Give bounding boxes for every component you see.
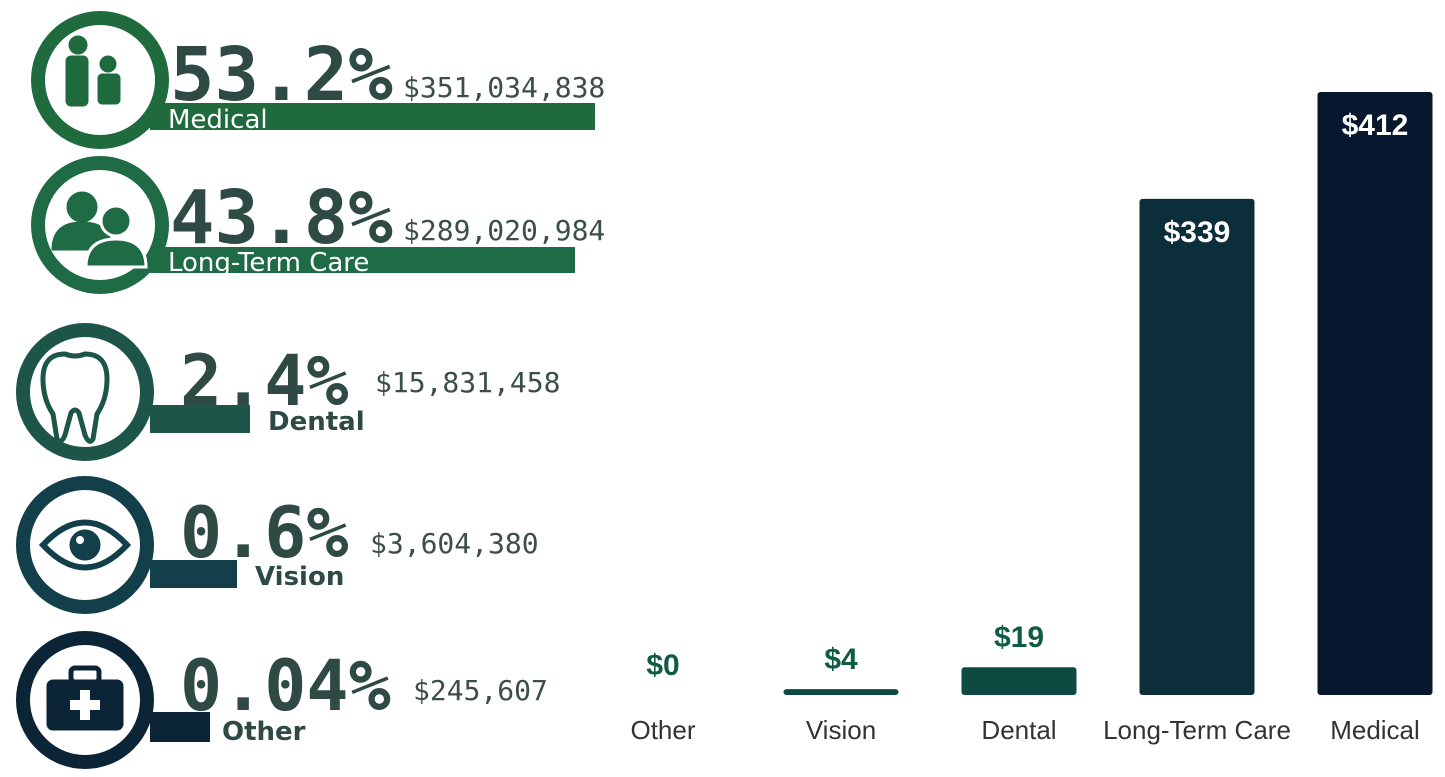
x-tick-label: Other [630,715,695,745]
value-label: $339 [1164,216,1231,249]
icon-part [65,55,89,107]
icon [51,191,148,269]
item-label: Other [222,717,306,747]
item-bar [150,405,250,433]
icon-part [38,519,132,571]
x-tick-label: Medical [1330,715,1420,745]
icon-part [40,351,110,444]
item-percent: 43.8% [170,175,393,261]
breakdown-item: 2.4% $15,831,458 Dental [16,323,560,461]
breakdown-item: 43.8% $289,020,984 Long-Term Care [31,156,605,294]
value-label: $412 [1342,109,1409,142]
value-label: $0 [646,649,679,682]
icon-part [68,35,88,55]
item-bar [150,103,595,130]
item-bar [150,560,237,588]
icon-part [66,191,98,223]
icon [38,519,132,571]
item-percent: 2.4% [180,340,349,422]
value-label: $4 [824,643,858,676]
icon-part [69,529,101,561]
breakdown-item: 0.04% $245,607 Other [16,631,548,769]
item-label: Vision [255,562,344,592]
item-percent: 0.04% [180,645,391,727]
icon-part [70,690,100,720]
icon [65,35,121,107]
icon [40,351,110,444]
item-amount: $245,607 [413,674,548,707]
x-tick-label: Vision [806,715,876,745]
item-amount: $289,020,984 [403,214,605,247]
item-amount: $3,604,380 [370,527,539,560]
value-label: $19 [994,621,1044,654]
icon-part [99,55,117,73]
icon-part [76,536,84,544]
item-bar [150,712,210,742]
icon-part [68,665,102,685]
item-percent: 0.6% [180,492,349,574]
x-tick-label: Dental [981,715,1056,745]
item-percent: 53.2% [170,32,393,118]
icon-part [99,204,133,238]
item-bar [150,247,575,273]
bar [1317,92,1433,695]
x-tick-label: Long-Term Care [1103,715,1291,745]
item-label: Long-Term Care [168,248,369,278]
item-amount: $351,034,838 [403,71,605,104]
breakdown-item: 0.6% $3,604,380 Vision [16,476,539,614]
icon [46,665,124,731]
icon-part [84,237,148,269]
bar [783,689,899,695]
breakdown-item: 53.2% $351,034,838 Medical [31,11,605,149]
bar [961,667,1077,695]
item-label: Medical [168,105,268,135]
item-amount: $15,831,458 [375,366,560,399]
item-label: Dental [268,407,365,437]
icon-part [97,73,121,105]
bar [1139,198,1255,696]
